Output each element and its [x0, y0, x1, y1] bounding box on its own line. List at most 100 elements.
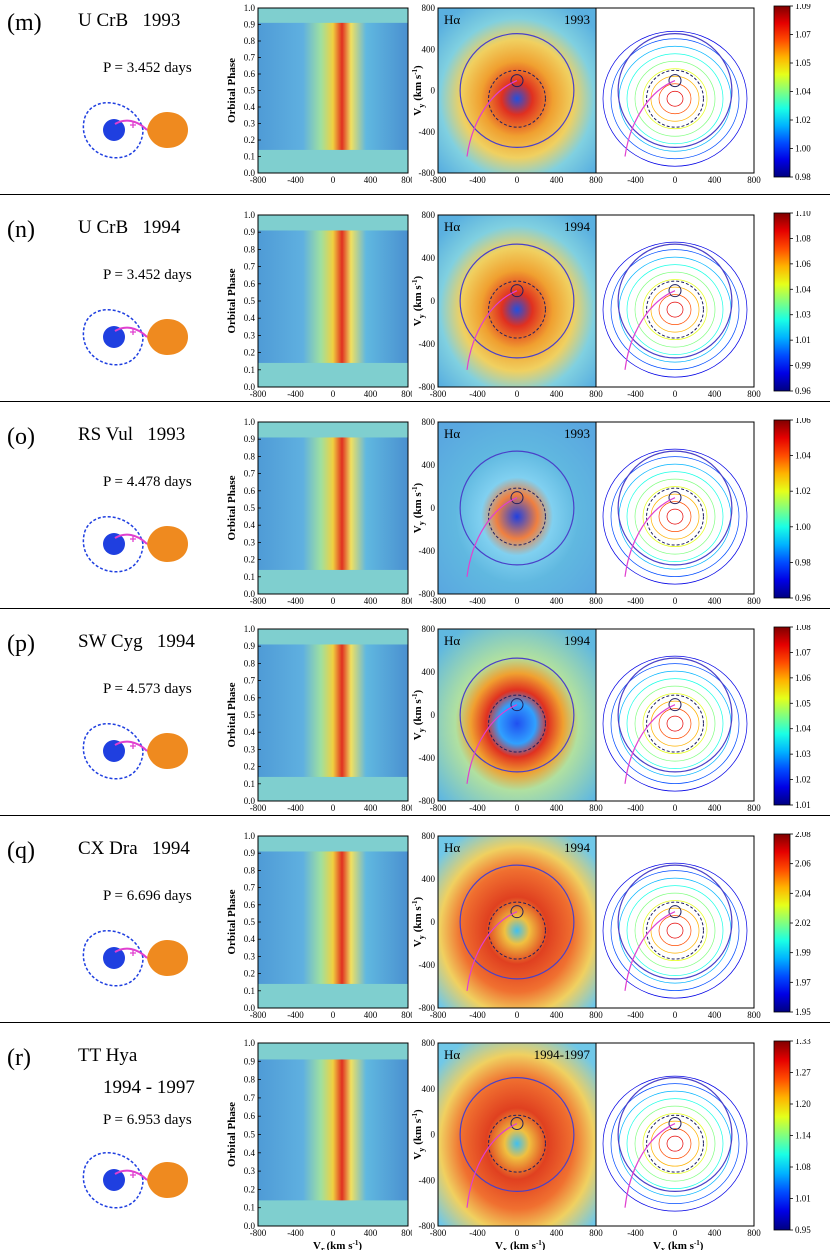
colorbar: 2.08 2.06 2.04 2.02 1.99 1.97 1.95 [773, 832, 811, 1017]
outer-disc-circle [459, 657, 575, 773]
velocity-tick-label: 800 [401, 1228, 412, 1238]
orbital-phase-axis-label: Orbital Phase [226, 475, 238, 540]
primary-star [103, 740, 125, 762]
donor-lobe-outline [668, 284, 682, 298]
contour-line [650, 493, 700, 540]
contour-line [610, 456, 740, 577]
gas-stream [114, 1169, 148, 1181]
vy-symbol: V [412, 1152, 424, 1160]
vx-tick-label: -800 [430, 175, 447, 185]
phase-tick-label: 0.8 [244, 244, 256, 254]
ballistic-stream [624, 911, 676, 991]
vx-tick-label: 0 [515, 1228, 520, 1238]
vx-tick-label: 400 [708, 1010, 722, 1020]
phase-tick-label: 0.7 [244, 883, 256, 893]
vy-tick-label: 800 [422, 4, 436, 13]
phase-tick-label: 0.0 [244, 168, 256, 178]
vx-tick-label: 0 [673, 175, 678, 185]
orbital-period: P = 4.478 days [103, 474, 192, 490]
contour-line [658, 1128, 692, 1160]
phase-tick-label: 0.6 [244, 486, 256, 496]
velocity-tick-label: -400 [287, 596, 304, 606]
inner-disc-circle [646, 1114, 704, 1173]
donor-star [147, 1162, 188, 1198]
contour-line [602, 655, 748, 792]
inner-disc-circle [488, 69, 546, 128]
inner-disc-circle [646, 69, 704, 128]
contour-line [666, 301, 684, 318]
unit-label: (km s [327, 1240, 354, 1250]
ballistic-stream [466, 497, 518, 577]
colorbar-tick-label: 2.06 [795, 859, 811, 869]
vx-tick-label: 0 [515, 596, 520, 606]
colorbar-tick-label: 1.04 [795, 724, 811, 734]
colorbar-gradient [773, 1040, 791, 1231]
orbital-phase-axis-label: Orbital Phase [226, 268, 238, 333]
panel-row: (m) U CrB 1993 P = 3.452 days 0.0 0.1 0.2 0.3 0… [0, 0, 830, 207]
colorbar-gradient [773, 626, 791, 806]
vx-tick-label: -800 [430, 803, 447, 813]
phase-tick-label: 0.4 [244, 934, 256, 944]
velocity-tick-label: -400 [287, 1228, 304, 1238]
vx-tick-label: 400 [708, 596, 722, 606]
vx-tick-label: 400 [550, 1228, 564, 1238]
outer-disc-circle [459, 243, 575, 359]
row-separator [0, 815, 830, 816]
row-separator [0, 608, 830, 609]
unit-close: ) [412, 1109, 424, 1113]
vy-tick-label: 400 [422, 667, 436, 677]
colorbar-tick-label: 1.03 [795, 749, 811, 759]
vy-axis-label: Vy (km s-1) [411, 896, 426, 947]
binary-system-sketch [82, 101, 188, 159]
unit-exponent: -1 [411, 1112, 419, 1118]
unit-close: ) [412, 482, 424, 486]
contour-line [610, 249, 740, 370]
vx-tick-label: 400 [550, 389, 564, 399]
vy-tick-label: 400 [422, 460, 436, 470]
vx-tick-label: 400 [550, 175, 564, 185]
unit-label: (km s [668, 1240, 695, 1250]
vy-axis-label: Vy (km s-1) [411, 482, 426, 533]
phase-tick-label: 0.1 [244, 365, 255, 375]
contour-line [658, 83, 692, 115]
phase-tick-label: 0.2 [244, 969, 255, 979]
velocity-tick-label: 0 [331, 803, 336, 813]
velocity-tick-label: 400 [364, 1228, 378, 1238]
trailed-spectrum: 0.0 0.1 0.2 0.3 0.4 0.5 0.6 0.7 0.8 0.9 1.0 -800 -40… [226, 832, 412, 1020]
contour-line [634, 271, 716, 348]
gas-stream [114, 533, 148, 545]
colorbar-gradient [773, 212, 791, 392]
phase-tick-label: 0.0 [244, 1003, 256, 1013]
vx-tick-label: 400 [550, 596, 564, 606]
colorbar-tick-label: 1.03 [795, 310, 811, 320]
phase-tick-label: 0.0 [244, 589, 256, 599]
map-year-label: 1994 [564, 219, 591, 234]
vx-tick-label: 0 [673, 1228, 678, 1238]
star-name: TT Hya 1994 - 1997 [78, 1045, 195, 1099]
phase-tick-label: 0.6 [244, 279, 256, 289]
velocity-tick-label: -800 [250, 596, 267, 606]
contour-map-frame [595, 1042, 755, 1227]
unit-label: (km s [412, 699, 424, 726]
vx-symbol: V [495, 1240, 503, 1250]
vx-tick-label: -800 [430, 1010, 447, 1020]
vx-tick-label: -400 [627, 1228, 644, 1238]
trailed-spectrum-image [258, 1043, 408, 1226]
binary-system-sketch [82, 722, 188, 780]
vx-tick-label: 0 [673, 389, 678, 399]
vx-tick-label: 400 [550, 803, 564, 813]
line-label: Hα [444, 840, 460, 855]
star-name: U CrB 1993 [78, 10, 180, 32]
contour-line [642, 68, 708, 130]
colorbar-tick-label: 2.08 [795, 832, 811, 839]
phase-tick-label: 1.0 [244, 4, 256, 13]
ballistic-stream [466, 911, 518, 991]
colorbar-tick-label: 1.06 [795, 673, 811, 683]
colorbar: 1.09 1.07 1.05 1.04 1.02 1.00 0.98 [773, 4, 811, 182]
donor-star [147, 940, 188, 976]
star-name: U CrB 1994 [78, 217, 180, 239]
roche-lobe [82, 1151, 144, 1209]
orbital-phase-axis-label: Orbital Phase [226, 682, 238, 747]
phase-tick-label: 0.8 [244, 36, 256, 46]
phase-tick-label: 0.8 [244, 451, 256, 461]
